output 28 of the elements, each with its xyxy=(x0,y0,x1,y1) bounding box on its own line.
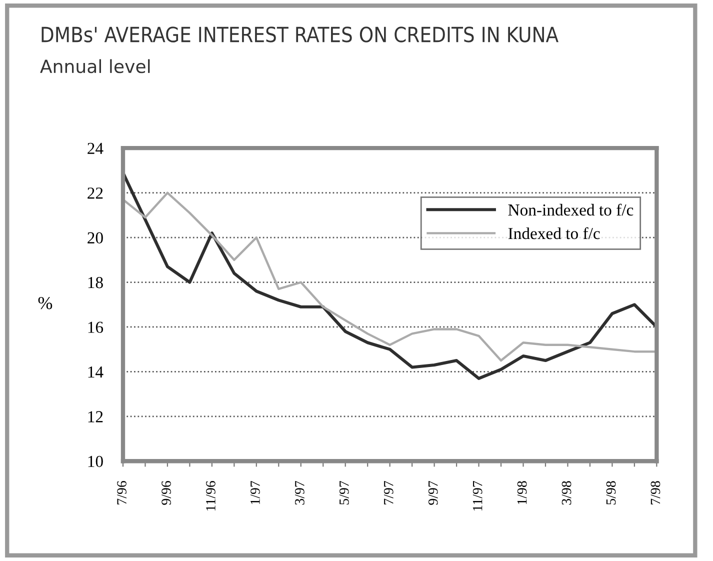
y-tick-label: 22 xyxy=(88,188,103,199)
y-tick-label: 20 xyxy=(88,232,103,244)
legend-label: Indexed to f/c xyxy=(508,227,600,240)
line-series xyxy=(122,171,657,380)
x-tick-label: 9/96 xyxy=(162,481,171,505)
x-tick-label: 3/97 xyxy=(295,480,304,505)
y-tick-label: 12 xyxy=(88,411,103,422)
y-tick-label: 10 xyxy=(88,456,103,468)
x-tick-label: 7/96 xyxy=(117,481,126,504)
x-tick-label: 7/97 xyxy=(384,480,394,504)
y-axis-title: % xyxy=(38,296,52,310)
y-tick-label: 18 xyxy=(88,276,103,288)
y-tick-label: 16 xyxy=(88,322,104,333)
x-tick-label: 3/98 xyxy=(562,481,572,505)
y-tick-label: 24 xyxy=(88,142,104,154)
x-tick-label: 9/97 xyxy=(428,480,438,505)
x-tick-label: 1/97 xyxy=(250,480,260,504)
line-series xyxy=(122,192,657,362)
x-tick-label: 1/98 xyxy=(517,481,527,504)
x-tick-label: 5/97 xyxy=(340,480,349,504)
x-tick-label: 5/98 xyxy=(606,481,616,504)
legend-label: Non-indexed to f/c xyxy=(508,204,634,216)
y-tick-label: 14 xyxy=(88,366,104,378)
chart-subtitle: Annual level xyxy=(40,59,150,74)
x-tick-label: 11/97 xyxy=(472,480,482,510)
chart-title: DMBs' AVERAGE INTEREST RATES ON CREDITS IN KUNA xyxy=(42,26,558,42)
x-tick-label: 7/98 xyxy=(650,481,660,504)
x-tick-label: 11/96 xyxy=(206,481,216,510)
